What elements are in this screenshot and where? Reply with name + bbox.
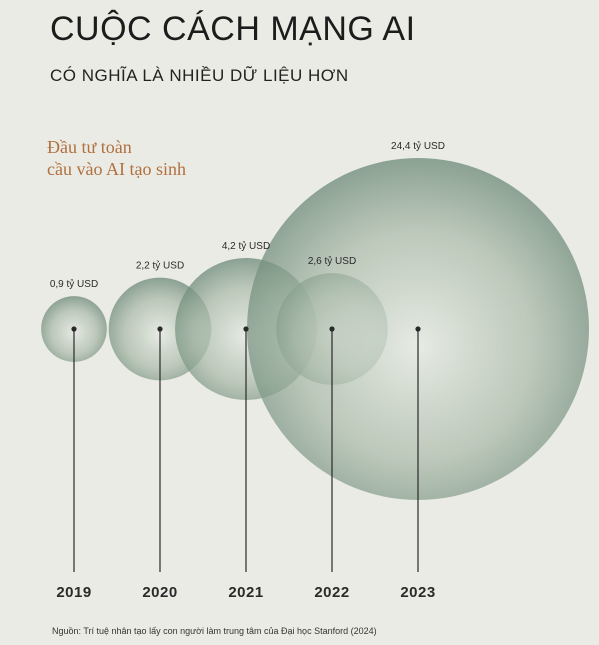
center-dot-2019: [71, 326, 77, 332]
chart-caption: Đầu tư toàn cầu vào AI tạo sinh: [47, 136, 186, 180]
center-dot-2021: [243, 326, 249, 332]
center-dot-2023: [415, 326, 421, 332]
value-label-2023: 24,4 tỷ USD: [391, 140, 445, 152]
year-label-2021: 2021: [228, 584, 263, 601]
year-label-2019: 2019: [56, 584, 91, 601]
source-note: Nguồn: Trí tuệ nhân tạo lấy con người là…: [52, 626, 377, 636]
value-label-2019: 0,9 tỷ USD: [50, 278, 98, 290]
value-label-2021: 4,2 tỷ USD: [222, 240, 270, 252]
center-dot-2022: [329, 326, 335, 332]
value-label-2022: 2,6 tỷ USD: [308, 255, 356, 267]
year-label-2020: 2020: [142, 584, 177, 601]
value-label-2020: 2,2 tỷ USD: [136, 260, 184, 272]
page-title: CUỘC CÁCH MẠNG AI: [50, 10, 416, 48]
center-dot-2020: [157, 326, 163, 332]
year-label-2023: 2023: [400, 584, 435, 601]
year-label-2022: 2022: [314, 584, 349, 601]
page-subtitle: CÓ NGHĨA LÀ NHIỀU DỮ LIỆU HƠN: [50, 66, 349, 85]
caption-line-2: cầu vào AI tạo sinh: [47, 159, 186, 179]
caption-line-1: Đầu tư toàn: [47, 137, 132, 157]
